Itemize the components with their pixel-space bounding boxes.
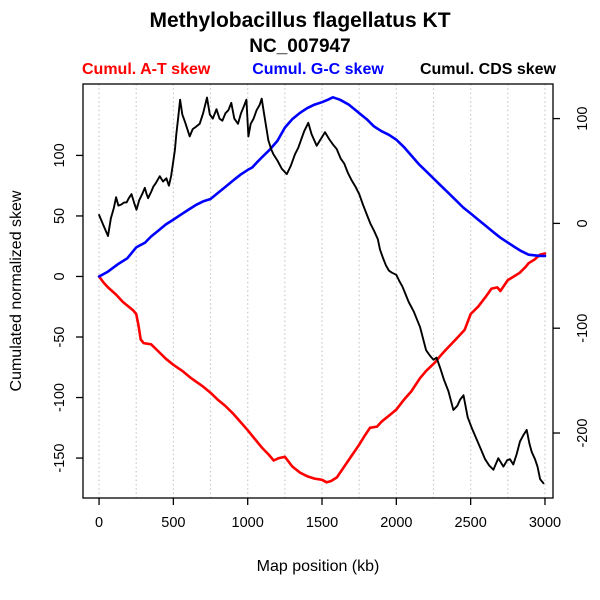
right-y-tick-label: 100: [575, 106, 591, 130]
chart-subtitle: NC_007947: [249, 36, 351, 57]
legend-at-skew: Cumul. A-T skew: [82, 61, 211, 78]
right-y-tick-label: -200: [575, 419, 591, 448]
x-axis-title: Map position (kb): [257, 558, 380, 575]
left-y-tick-label: -100: [52, 383, 68, 412]
left-y-tick-label: 100: [52, 143, 68, 167]
legend-gc-skew: Cumul. G-C skew: [252, 61, 384, 78]
x-gridlines: [98, 84, 546, 498]
x-tick-label: 1500: [306, 515, 338, 531]
x-tick-label: 3000: [529, 515, 561, 531]
left-y-tick-label: -50: [52, 327, 68, 348]
left-y-tick-label: -150: [52, 444, 68, 473]
left-y-tick-label: 0: [52, 272, 68, 280]
axis-ticks-and-labels: 0 500 1000 1500 2000 2500 3000100500-50-100-15…: [52, 106, 591, 531]
x-tick-label: 0: [95, 515, 103, 531]
cumul-a-t-skew-line: [97, 252, 547, 484]
x-tick-label: 2000: [380, 515, 412, 531]
x-tick-label: 2500: [455, 515, 487, 531]
y-axis-title: Cumulated normalized skew: [8, 190, 25, 391]
chart-title: Methylobacillus flagellatus KT: [149, 9, 451, 32]
x-tick-label: 500: [161, 515, 185, 531]
plot-frame: [82, 83, 554, 499]
right-y-tick-label: 0: [575, 219, 591, 227]
legend-cds-skew: Cumul. CDS skew: [419, 61, 556, 78]
cumul-g-c-skew-line: [97, 96, 547, 278]
plot-border: [82, 83, 554, 499]
right-y-tick-label: -100: [575, 314, 591, 343]
x-tick-label: 1000: [232, 515, 264, 531]
cumul-cds-skew-line: [98, 96, 545, 485]
left-y-tick-label: 50: [52, 208, 68, 224]
series-lines: [97, 96, 547, 485]
